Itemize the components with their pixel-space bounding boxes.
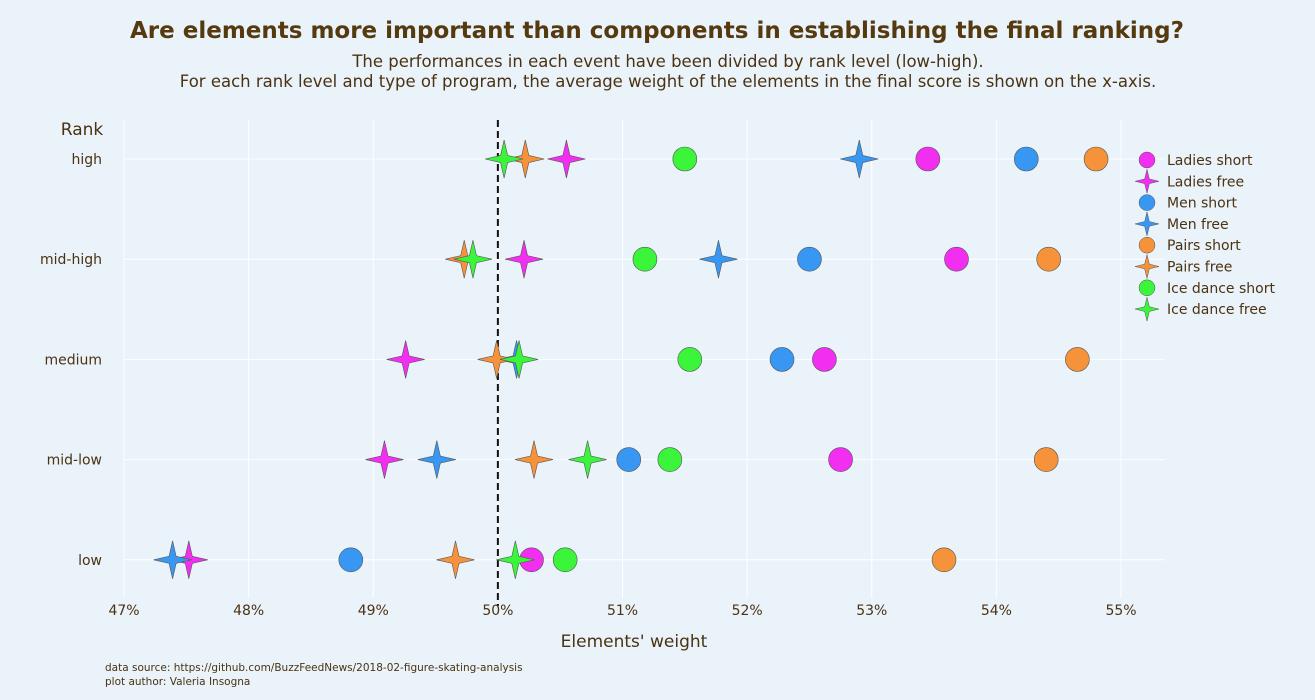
legend-label-men-free: Men free: [1167, 217, 1229, 233]
ice-dance-short-point: [632, 246, 658, 272]
men-short-point: [769, 347, 795, 372]
ice-dance-short-point: [677, 347, 703, 372]
x-tick-label: 55%: [1105, 603, 1136, 619]
men-short-point: [616, 447, 642, 472]
chart-subtitle-line-2: For each rank level and type of program,…: [180, 72, 1156, 91]
pairs-free-point: [436, 540, 475, 579]
ladies-short-point: [828, 447, 853, 472]
ice-dance-free-point: [485, 139, 524, 179]
pairs-short-point: [1065, 347, 1090, 372]
legend-marker-pairs-short: [1138, 236, 1156, 254]
pairs-short-point: [1033, 447, 1059, 472]
men-free-point: [840, 139, 879, 179]
men-free-point: [417, 440, 456, 479]
ice-dance-short-point: [657, 447, 683, 472]
y-tick-label: mid-low: [47, 453, 102, 469]
ladies-short-point: [915, 146, 941, 172]
x-axis-title: Elements' weight: [561, 632, 708, 652]
pairs-free-point: [477, 340, 516, 379]
y-tick-label: low: [78, 553, 102, 569]
legend-label-ice-dance-free: Ice dance free: [1167, 302, 1267, 318]
ladies-free-point: [547, 139, 586, 179]
legend-marker-pairs-free: [1134, 254, 1160, 279]
pairs-short-point: [1036, 246, 1062, 272]
x-tick-label: 54%: [981, 603, 1012, 619]
plot-author-note: plot author: Valeria Insogna: [105, 676, 250, 688]
data-source-note: data source: https://github.com/BuzzFeed…: [105, 662, 523, 674]
y-axis-title: Rank: [61, 120, 104, 140]
legend-marker-ladies-short: [1138, 151, 1156, 169]
x-tick-label: 51%: [607, 603, 638, 619]
x-tick-label: 53%: [856, 603, 887, 619]
pairs-free-point: [506, 139, 545, 179]
legend-label-pairs-short: Pairs short: [1167, 238, 1241, 254]
x-tick-label: 47%: [108, 603, 139, 619]
ice-dance-free-point: [453, 240, 493, 279]
x-tick-label: 52%: [732, 603, 763, 619]
ice-dance-short-point: [552, 547, 578, 573]
y-tick-label: medium: [44, 352, 102, 368]
legend-marker-ice-dance-short: [1138, 279, 1156, 297]
legend-marker-ladies-free: [1134, 169, 1160, 194]
pairs-free-point: [514, 440, 554, 479]
legend-marker-men-short: [1138, 194, 1156, 211]
men-free-point: [153, 540, 192, 579]
y-tick-label: high: [71, 152, 102, 168]
x-tick-label: 49%: [358, 603, 389, 619]
grid: [123, 120, 1165, 598]
legend-marker-men-free: [1134, 211, 1160, 236]
ladies-free-point: [504, 240, 544, 279]
ladies-short-point: [812, 347, 837, 372]
legend-marker-ice-dance-free: [1134, 297, 1160, 322]
pairs-short-point: [1083, 146, 1109, 172]
legend-label-men-short: Men short: [1167, 196, 1238, 212]
data-points: [153, 139, 1109, 579]
men-short-point: [797, 246, 822, 272]
x-tick-label: 48%: [233, 603, 264, 619]
pairs-short-point: [931, 547, 957, 573]
ladies-free-point: [386, 340, 425, 379]
chart-subtitle-line-1: The performances in each event have been…: [351, 52, 983, 71]
ice-dance-free-point: [499, 340, 539, 379]
chart-title: Are elements more important than compone…: [130, 18, 1184, 44]
ladies-free-point: [365, 440, 404, 479]
x-tick-label: 50%: [482, 603, 513, 619]
men-short-point: [338, 547, 364, 573]
axes: 47% 48% 49% 50% 51% 52% 53% 54% 55% high mid-high m…: [40, 152, 1137, 619]
men-free-point: [699, 240, 738, 279]
ice-dance-short-point: [672, 146, 698, 172]
ladies-short-point: [944, 246, 969, 272]
men-short-point: [1013, 146, 1039, 172]
ice-dance-free-point: [568, 440, 607, 479]
y-tick-label: mid-high: [40, 252, 102, 268]
legend: Ladies short Ladies free Men short Men free…: [1134, 151, 1275, 322]
ice-dance-free-point: [496, 540, 535, 579]
legend-label-ladies-short: Ladies short: [1167, 153, 1253, 169]
legend-label-ice-dance-short: Ice dance short: [1167, 281, 1275, 297]
legend-label-pairs-free: Pairs free: [1167, 260, 1232, 276]
legend-label-ladies-free: Ladies free: [1167, 174, 1244, 190]
